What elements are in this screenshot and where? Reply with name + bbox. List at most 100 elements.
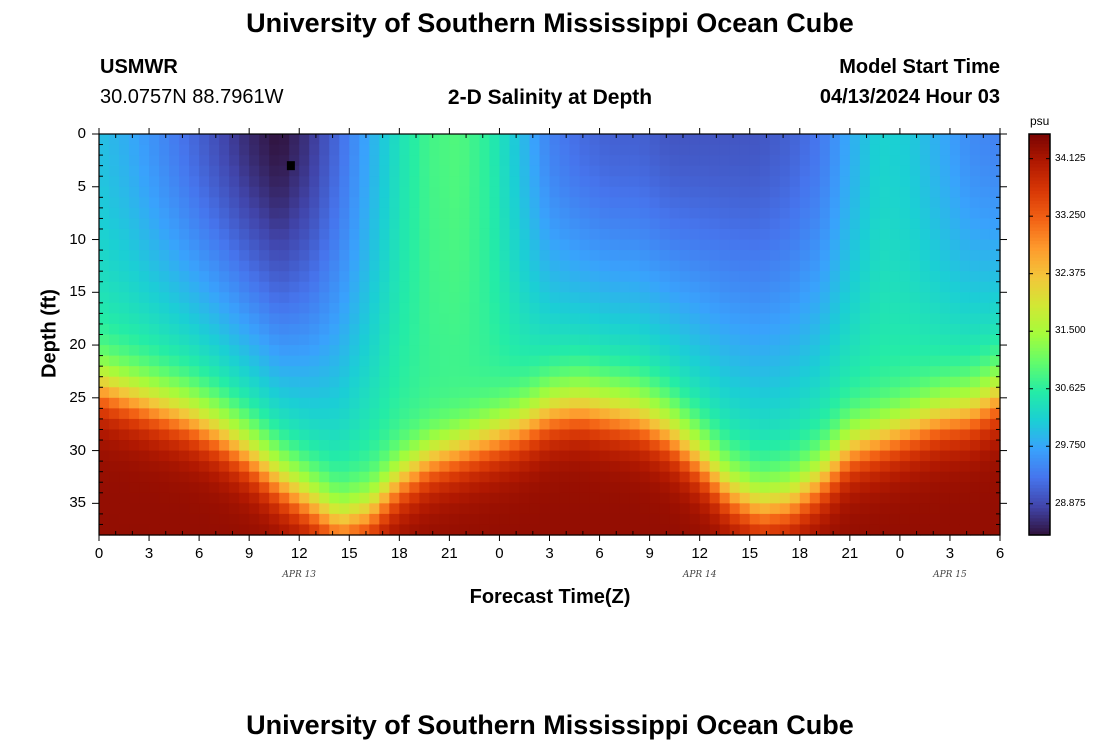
heatmap-cell — [659, 271, 671, 283]
heatmap-cell — [339, 408, 350, 420]
heatmap-cell — [689, 292, 701, 304]
heatmap-cell — [679, 503, 691, 515]
heatmap-cell — [109, 471, 120, 483]
heatmap-cell — [469, 408, 481, 420]
heatmap-cell — [759, 239, 771, 251]
heatmap-cell — [799, 271, 811, 283]
heatmap-cell — [939, 281, 951, 293]
heatmap-cell — [129, 450, 140, 462]
heatmap-cell — [969, 260, 981, 272]
heatmap-cell — [989, 250, 1001, 262]
x-tick-label: 9 — [645, 545, 654, 562]
heatmap-cell — [219, 492, 230, 504]
heatmap-cell — [739, 292, 751, 304]
heatmap-cell — [329, 218, 340, 230]
heatmap-cell — [189, 461, 200, 473]
y-tick-label: 20 — [69, 336, 86, 354]
heatmap-cell — [209, 471, 220, 483]
heatmap-cell — [989, 524, 1001, 536]
heatmap-cell — [719, 176, 731, 188]
heatmap-cell — [99, 134, 110, 146]
heatmap-cell — [359, 366, 370, 378]
heatmap-cell — [659, 513, 671, 526]
heatmap-cell — [899, 134, 911, 146]
heatmap-cell — [319, 207, 330, 220]
heatmap-cell — [259, 323, 270, 336]
heatmap-cell — [109, 281, 120, 293]
heatmap-cell — [409, 239, 420, 251]
heatmap-cell — [769, 345, 781, 357]
heatmap-cell — [889, 323, 901, 336]
heatmap-cell — [529, 155, 541, 167]
heatmap-cell — [469, 323, 481, 336]
heatmap-cell — [569, 207, 581, 220]
colorbar-segment — [1029, 344, 1050, 349]
heatmap-cell — [699, 239, 711, 251]
heatmap-cell — [779, 461, 791, 473]
heatmap-cell — [539, 334, 551, 346]
heatmap-cell — [929, 440, 941, 452]
heatmap-cell — [709, 334, 721, 346]
heatmap-cell — [889, 302, 901, 314]
heatmap-cell — [209, 492, 220, 504]
heatmap-cell — [849, 186, 861, 198]
heatmap-cell — [339, 218, 350, 230]
heatmap-cell — [409, 513, 420, 526]
heatmap-cell — [579, 334, 591, 346]
heatmap-cell — [559, 408, 571, 420]
heatmap-cell — [249, 366, 260, 378]
heatmap-cell — [759, 513, 771, 526]
heatmap-cell — [409, 355, 420, 367]
colorbar-segment — [1029, 478, 1050, 483]
heatmap-cell — [749, 281, 761, 293]
heatmap-cell — [589, 355, 601, 367]
heatmap-cell — [149, 471, 160, 483]
heatmap-cell — [129, 387, 140, 399]
heatmap-cell — [269, 524, 280, 536]
heatmap-cell — [699, 450, 711, 462]
heatmap-cell — [759, 260, 771, 272]
heatmap-cell — [269, 271, 280, 283]
colorbar-segment — [1029, 187, 1050, 192]
heatmap-cell — [379, 471, 390, 483]
heatmap-cell — [589, 503, 601, 515]
heatmap-cell — [799, 155, 811, 167]
heatmap-cell — [849, 239, 861, 251]
heatmap-cell — [699, 218, 711, 230]
heatmap-cell — [559, 292, 571, 304]
heatmap-cell — [339, 313, 350, 325]
heatmap-cell — [209, 250, 220, 262]
heatmap-cell — [189, 144, 200, 156]
heatmap-cell — [109, 461, 120, 473]
heatmap-cell — [129, 260, 140, 272]
heatmap-cell — [629, 155, 641, 167]
heatmap-cell — [799, 218, 811, 230]
heatmap-cell — [539, 260, 551, 272]
heatmap-cell — [369, 461, 380, 473]
heatmap-cell — [579, 482, 591, 494]
heatmap-cell — [619, 408, 631, 420]
heatmap-cell — [529, 355, 541, 367]
heatmap-cell — [579, 239, 591, 251]
heatmap-cell — [919, 355, 931, 367]
heatmap-cell — [359, 408, 370, 420]
heatmap-cell — [109, 524, 120, 536]
heatmap-cell — [389, 366, 400, 378]
heatmap-cell — [799, 418, 811, 431]
heatmap-cell — [779, 281, 791, 293]
heatmap-cell — [299, 461, 310, 473]
colorbar-segment — [1029, 271, 1050, 275]
heatmap-cell — [99, 250, 110, 262]
heatmap-cell — [209, 429, 220, 441]
heatmap-cell — [909, 134, 921, 146]
heatmap-cell — [569, 239, 581, 251]
colorbar-segment — [1029, 448, 1050, 453]
heatmap-cell — [139, 492, 150, 504]
heatmap-cell — [929, 429, 941, 441]
heatmap-cell — [279, 524, 290, 536]
heatmap-cell — [509, 503, 521, 515]
heatmap-cell — [899, 503, 911, 515]
heatmap-cell — [599, 513, 611, 526]
heatmap-cell — [759, 440, 771, 452]
heatmap-cell — [549, 281, 561, 293]
